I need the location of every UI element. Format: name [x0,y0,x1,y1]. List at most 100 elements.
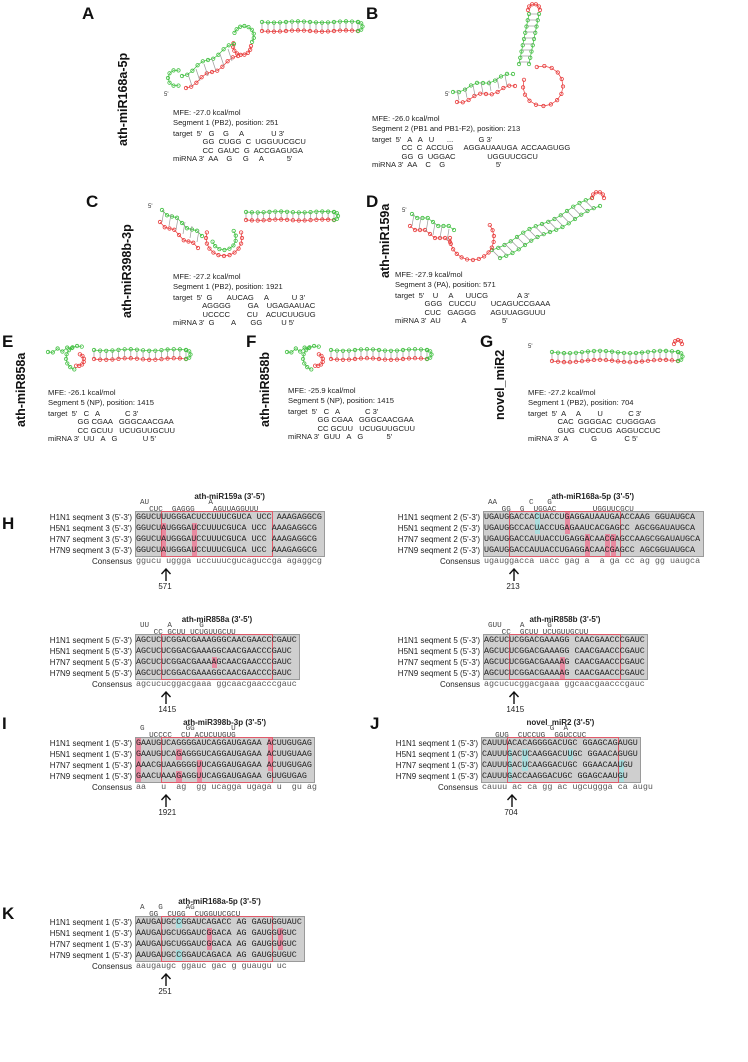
target-site-box [509,634,621,680]
consensus-label: Consensus [439,680,480,689]
variant-highlight [267,760,273,771]
consensus-sequence: agcucucggacgaaa ggcaacgaacccgauc [484,679,645,689]
variant-highlight [191,545,197,556]
mirna-header: AA C G GG G UGGAC UGGUUCGCU [488,499,634,514]
row-label: H7N9 seqment 5 (5'-3') [397,669,480,678]
aligned-sequence: AGCUCUCGGACGAAAGG CAACGAACCCGAUC [484,646,645,656]
variant-highlight [618,760,624,771]
aligned-sequence: AAUGAUGCCGGAUCAGACC AG GAGUGGUAUC [136,917,302,927]
consensus-label: Consensus [439,557,480,566]
variant-highlight [267,749,273,760]
mirna-label-d: ath-miR159a [378,203,392,278]
duplex-a: target 5' G G A U 3' GG CUGG C UGGUUCGCU… [173,129,306,164]
variant-highlight [534,523,540,534]
variant-highlight [136,771,142,782]
row-label: H1N1 seqment 5 (5'-3') [397,636,480,645]
target-site-box [161,737,273,783]
segment-c: Segment 1 (PB2), position: 1921 [173,282,283,291]
variant-highlight [277,939,283,950]
aligned-sequence: AAUGAUGCUGGAUCGGACA AG GAUGGUGUC [136,928,297,938]
variant-highlight [534,512,540,523]
aligned-sequence: GAACUAAAGAGGUUCAGGAUGAGAA GUUGUGAG [136,771,307,781]
mirna-header: UU A G CC GCUU UCUGUUGCUU [140,622,236,637]
row-label: H7N9 seqment 2 (5'-3') [397,546,480,555]
aligned-sequence: UGAUGGCCACUACCUGAGAAUCACGAGCC AGCGGAUAUG… [484,523,696,533]
variant-highlight [176,771,182,782]
svg-text:5': 5' [402,208,406,214]
mirna-header: AU A CUC GAGGG AGUUAGGUUU [140,499,258,514]
consensus-label: Consensus [91,962,132,971]
segment-a: Segment 1 (PB2), position: 251 [173,118,279,127]
position-arrow-icon [161,568,172,581]
panel-letter-j: J [370,714,380,733]
aligned-sequence: AAACGUAAGGGGUUCAGGAUGAGAA ACUUGUGAG [136,760,312,770]
mirna-label-e: ath-miR858a [14,352,28,427]
segment-b: Segment 2 (PB1 and PB1-F2), position: 21… [372,124,521,133]
svg-text:5': 5' [164,92,168,98]
alignment-title: ath-miR168a-5p (3'-5') [551,492,635,501]
row-label: H5N1 seqment 1 (5'-3') [395,750,478,759]
duplex-e: target 5' C A C 3' GG CGAA GGGCAACGAA CC… [48,409,175,444]
position-arrow-icon [161,973,172,986]
aligned-sequence: GGUCUAUGGGAUCCUUUCGUCA UCC AAAGAGGCG [136,523,317,533]
panel-letter-k: K [2,904,15,923]
row-label: H7N9 seqment 5 (5'-3') [49,669,132,678]
variant-highlight [191,534,197,545]
variant-highlight [507,760,513,771]
panel-letter-i: I [2,714,7,733]
aligned-sequence: CAUUUACACAGGGGACUGC GGAGCAGAUGU [482,738,638,748]
position-arrow-icon [509,691,520,704]
variant-highlight [196,760,202,771]
aligned-sequence: AGCUCUCGGACGAAAGG CAACGAACCCGAUC [484,635,645,645]
position-arrow-icon [509,568,520,581]
alignment-title: ath-miR159a (3'-5') [194,492,265,501]
mfe-b: MFE: -26.0 kcal/mol [372,114,440,123]
variant-highlight [585,545,591,556]
panel-letter-a: A [82,4,95,23]
consensus-sequence: agcucucggacgaaa ggcaacgaacccgauc [136,679,297,689]
panel-letter-b: B [366,4,379,23]
alignment-title: novel_miR2 (3'-5') [526,718,595,727]
alignment-title: ath-miR168a-5p (3'-5') [178,897,261,906]
structure-b: 5' [445,2,566,109]
variant-highlight [267,738,273,749]
aligned-sequence: AGCUCUCGGACGAAAGGCAACGAACCCGAUC [136,668,292,678]
mirna-label-g: novel_miR2 [493,349,507,420]
variant-highlight [507,771,513,782]
row-label: H5N1 seqment 1 (5'-3') [49,750,132,759]
aligned-sequence: GGUCUUUGGGACUCCUUUCGUCA UCC AAAGAGGCG [136,512,322,522]
position-arrow-icon [161,794,172,807]
row-label: H1N1 seqment 2 (5'-3') [397,513,480,522]
aligned-sequence: CAUUUGACUCAAGGACUGC GGAACAAUGU [482,760,633,770]
consensus-label: Consensus [91,557,132,566]
mirna-label-f: ath-miR858b [258,351,272,427]
variant-highlight [136,749,142,760]
row-label: H5N1 seqment 1 (5'-3') [49,929,132,938]
row-label: H1N1 seqment 1 (5'-3') [395,739,478,748]
consensus-label: Consensus [91,783,132,792]
variant-highlight [161,534,167,545]
alignment-title: ath-miR398b-3p (3'-5') [183,718,267,727]
panel-letter-e: E [2,332,14,351]
structure-e [45,343,193,372]
aligned-sequence: UGAUGGACCAUUACCUGAGGACAACGAGCCAAGCGGAUAU… [484,534,701,544]
mirna-header: G GG U UCCCC CU ACUCUUGUG [140,725,236,740]
target-site-box [161,634,273,680]
variant-highlight [206,928,212,939]
segment-e: Segment 5 (NP), position: 1415 [48,398,154,407]
variant-highlight [196,771,202,782]
variant-highlight [136,760,142,771]
aligned-sequence: GAAUGUCAGGGGAUCAGGAUGAGAA ACUUGUGAG [136,738,312,748]
variant-highlight [176,749,182,760]
segment-g: Segment 1 (PB2), position: 704 [528,398,634,407]
mfe-g: MFE: -27.2 kcal/mol [528,388,596,397]
position-label: 213 [506,582,520,591]
row-label: H1N1 seqment 5 (5'-3') [49,636,132,645]
mirna-header: GUU A G CC GCUU UCUGUUGCUU [488,622,588,637]
mfe-f: MFE: -25.9 kcal/mol [288,386,356,395]
duplex-d: target 5' U A UUCG A 3' GGG CUCCU UCAGUC… [395,291,551,326]
structure-g: 5' [528,337,685,365]
position-label: 571 [158,582,172,591]
duplex-c: target 5' G AUCAG A U 3' AGGGG GA UGAGAA… [173,293,316,328]
row-label: H7N7 seqment 1 (5'-3') [395,761,478,770]
